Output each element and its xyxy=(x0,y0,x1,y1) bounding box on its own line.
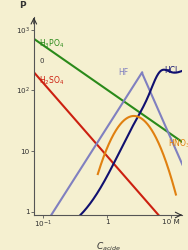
Text: HNO$_3$: HNO$_3$ xyxy=(168,138,188,150)
Text: $C_{acide}$: $C_{acide}$ xyxy=(96,241,121,250)
Text: HF: HF xyxy=(118,68,128,77)
Text: HCl: HCl xyxy=(165,66,178,76)
Text: P: P xyxy=(19,0,25,10)
Text: H$_2$SO$_4$: H$_2$SO$_4$ xyxy=(39,74,64,87)
Text: 0: 0 xyxy=(39,58,44,64)
Text: H$_3$PO$_4$: H$_3$PO$_4$ xyxy=(39,38,64,50)
